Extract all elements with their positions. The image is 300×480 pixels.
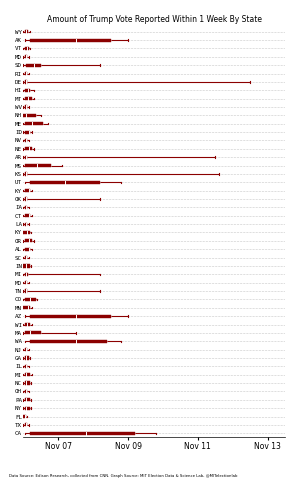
Bar (23, 114, 36, 117)
Bar (23, 264, 30, 267)
Bar (25, 248, 30, 251)
Bar (25, 348, 27, 351)
Bar (25, 323, 30, 326)
Bar (25, 47, 28, 50)
Bar (25, 97, 32, 100)
Bar (25, 423, 27, 426)
Bar (25, 373, 30, 376)
Bar (25, 214, 30, 217)
Bar (25, 239, 32, 242)
Bar (25, 223, 27, 226)
Bar (23, 415, 26, 418)
Bar (25, 106, 27, 108)
Bar (25, 298, 36, 301)
Bar (25, 289, 27, 293)
Bar (25, 197, 27, 201)
Bar (25, 72, 27, 75)
Bar (25, 206, 27, 209)
Bar (25, 164, 51, 167)
Bar (25, 139, 27, 142)
Bar (25, 189, 30, 192)
Bar (25, 356, 28, 360)
Bar (26, 64, 41, 67)
Bar (25, 89, 30, 92)
Bar (30, 432, 135, 435)
Text: Data Source: Edison Research, collected from CNN. Graph Source: MIT Election Dat: Data Source: Edison Research, collected … (9, 474, 238, 478)
Bar (25, 30, 28, 33)
Bar (25, 122, 43, 125)
Bar (25, 131, 30, 134)
Bar (23, 231, 30, 234)
Bar (25, 365, 27, 368)
Bar (25, 80, 27, 84)
Bar (25, 281, 27, 284)
Bar (25, 331, 41, 335)
Bar (30, 180, 100, 184)
Bar (25, 256, 27, 259)
Title: Amount of Trump Vote Reported Within 1 Week By State: Amount of Trump Vote Reported Within 1 W… (47, 15, 262, 24)
Bar (25, 172, 27, 176)
Bar (30, 314, 111, 318)
Bar (25, 390, 27, 393)
Bar (25, 55, 27, 59)
Bar (25, 156, 27, 159)
Bar (23, 306, 30, 310)
Bar (25, 273, 28, 276)
Bar (25, 147, 32, 150)
Bar (30, 340, 107, 343)
Bar (30, 38, 111, 42)
Bar (25, 398, 30, 401)
Bar (25, 382, 30, 384)
Bar (25, 407, 30, 410)
